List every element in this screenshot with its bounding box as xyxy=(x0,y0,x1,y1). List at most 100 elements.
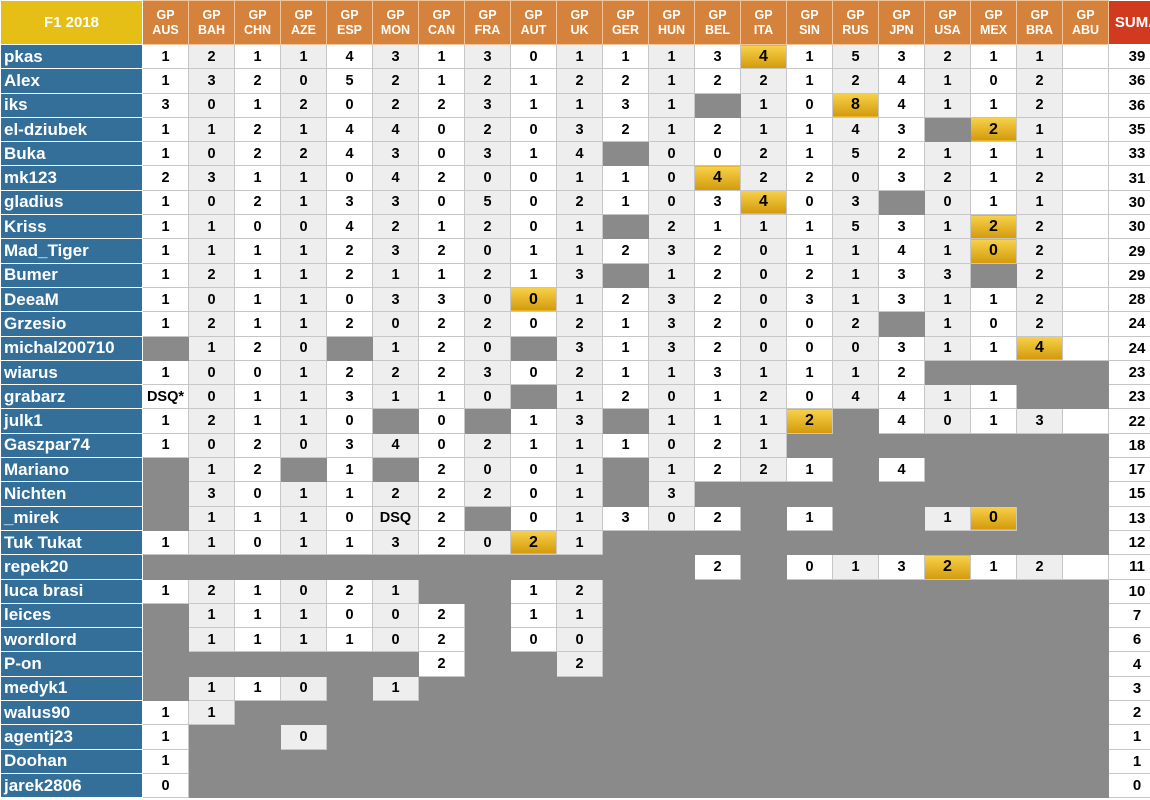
table-row: Doohan 1 1 xyxy=(0,748,1150,774)
points-cell: 2 xyxy=(418,335,465,361)
points-cell: 1 xyxy=(280,481,327,507)
points-cell: 1 xyxy=(510,68,557,94)
empty-cell xyxy=(832,700,879,726)
points-cell: 3 xyxy=(372,141,419,167)
points-cell: 1 xyxy=(188,602,235,629)
points-cell: 1 xyxy=(970,141,1017,167)
points-cell: 4 xyxy=(372,432,419,459)
points-cell: 1 xyxy=(602,311,649,337)
empty-cell xyxy=(832,748,879,774)
total-points: 22 xyxy=(1108,408,1150,434)
points-cell: 1 xyxy=(142,578,189,604)
points-cell: 0 xyxy=(786,189,833,216)
total-points: 31 xyxy=(1108,165,1150,191)
empty-cell xyxy=(878,651,925,677)
points-cell: 3 xyxy=(602,505,649,531)
points-cell xyxy=(1062,554,1109,580)
empty-cell xyxy=(740,724,787,750)
points-cell: 1 xyxy=(556,238,603,264)
points-cell: 1 xyxy=(556,529,603,556)
table-row: leices 1 1 1 0 0 2 1 1 7 xyxy=(0,602,1150,629)
empty-cell xyxy=(648,554,695,580)
points-cell: 2 xyxy=(694,457,741,483)
points-cell: 3 xyxy=(464,359,511,386)
empty-cell xyxy=(326,724,373,750)
points-cell: 2 xyxy=(188,408,235,434)
points-cell: 0 xyxy=(740,286,787,313)
points-cell: 1 xyxy=(970,286,1017,313)
points-cell: 1 xyxy=(924,335,971,361)
empty-cell xyxy=(924,457,971,483)
points-cell: 2 xyxy=(234,189,281,216)
points-cell: 2 xyxy=(602,68,649,94)
points-cell: 3 xyxy=(556,116,603,143)
empty-cell xyxy=(694,481,741,507)
race-header-hun: GP HUN xyxy=(648,0,695,45)
empty-cell xyxy=(418,700,465,726)
points-cell xyxy=(1062,262,1109,288)
points-cell: 3 xyxy=(372,529,419,556)
points-cell xyxy=(1062,335,1109,361)
points-cell: 3 xyxy=(326,432,373,459)
points-cell: 1 xyxy=(280,116,327,143)
points-cell: 1 xyxy=(234,262,281,288)
empty-cell xyxy=(1062,651,1109,677)
points-cell: 2 xyxy=(188,578,235,604)
points-cell: 0 xyxy=(556,627,603,653)
points-cell: 3 xyxy=(878,262,925,288)
player-name: Mariano xyxy=(0,457,143,483)
points-cell: 0 xyxy=(188,189,235,216)
empty-cell xyxy=(878,432,925,459)
points-cell: 2 xyxy=(464,311,511,337)
points-cell: 2 xyxy=(1016,262,1063,288)
points-cell: 2 xyxy=(280,141,327,167)
points-cell: 1 xyxy=(188,457,235,483)
player-name: luca brasi xyxy=(0,578,143,604)
points-cell: 2 xyxy=(326,359,373,386)
points-cell: 0 xyxy=(234,481,281,507)
points-cell: 1 xyxy=(280,262,327,288)
points-cell: 1 xyxy=(188,675,235,702)
empty-cell xyxy=(924,432,971,459)
empty-cell xyxy=(878,772,925,799)
points-cell: 1 xyxy=(142,311,189,337)
points-cell: 2 xyxy=(464,481,511,507)
empty-cell xyxy=(924,529,971,556)
empty-cell xyxy=(924,700,971,726)
race-gp-label: GP xyxy=(846,7,865,22)
empty-cell xyxy=(970,748,1017,774)
points-cell: 1 xyxy=(970,554,1017,580)
points-cell: 1 xyxy=(234,675,281,702)
total-points: 36 xyxy=(1108,92,1150,118)
empty-cell xyxy=(1016,700,1063,726)
points-cell: 3 xyxy=(188,68,235,94)
best-score-cell: 0 xyxy=(970,238,1017,264)
best-score-cell: 2 xyxy=(510,529,557,556)
points-cell: 1 xyxy=(188,627,235,653)
points-cell: 2 xyxy=(556,359,603,386)
empty-cell xyxy=(234,748,281,774)
empty-cell xyxy=(510,675,557,702)
points-cell: 1 xyxy=(142,700,189,726)
points-cell xyxy=(1062,116,1109,143)
empty-cell xyxy=(510,700,557,726)
points-cell: 2 xyxy=(326,578,373,604)
race-header-can: GP CAN xyxy=(418,0,465,45)
table-row: wiarus 1 0 0 1 2 2 2 3 0 2 1 1 3 1 1 1 2 23 xyxy=(0,359,1150,386)
points-cell: 0 xyxy=(326,408,373,434)
points-cell: 0 xyxy=(510,481,557,507)
points-cell: 3 xyxy=(372,189,419,216)
points-cell: 2 xyxy=(694,238,741,264)
race-code-label: AUS xyxy=(152,22,179,37)
points-cell: 0 xyxy=(740,335,787,361)
race-header-ger: GP GER xyxy=(602,0,649,45)
empty-cell xyxy=(970,627,1017,653)
points-cell: 1 xyxy=(234,286,281,313)
race-gp-label: GP xyxy=(386,7,405,22)
points-cell: 1 xyxy=(648,262,695,288)
points-cell: 2 xyxy=(326,311,373,337)
points-cell: 1 xyxy=(970,189,1017,216)
empty-cell xyxy=(878,529,925,556)
points-cell: 1 xyxy=(280,43,327,70)
